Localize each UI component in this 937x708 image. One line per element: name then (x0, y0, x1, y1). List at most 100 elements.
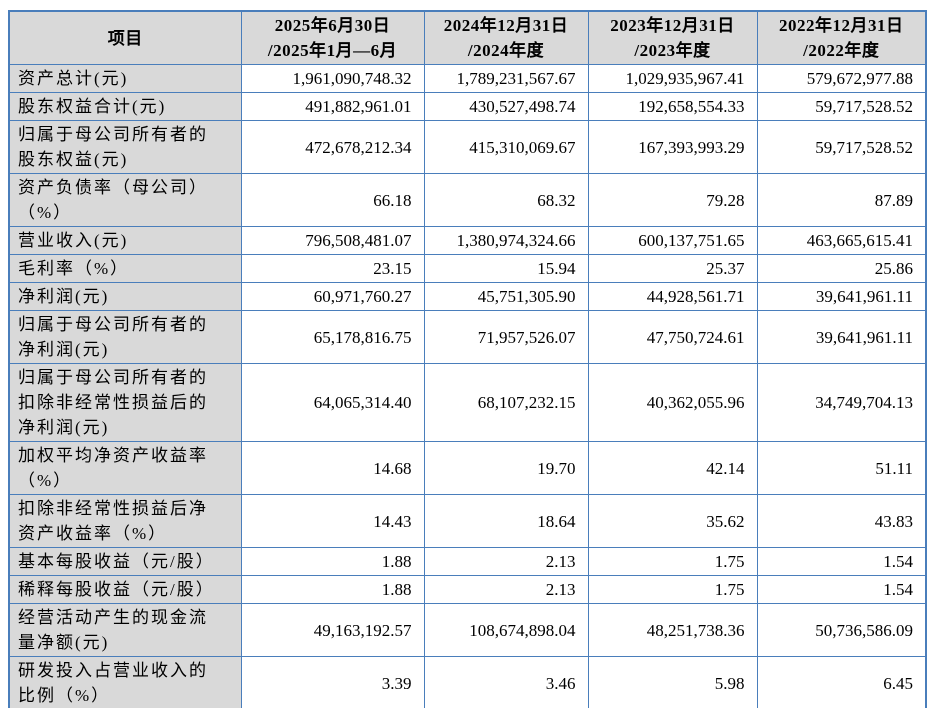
value-cell: 59,717,528.52 (756, 120, 927, 174)
value-cell: 42.14 (587, 441, 758, 495)
value-cell: 35.62 (587, 494, 758, 548)
value-cell: 415,310,069.67 (423, 120, 589, 174)
value-cell: 430,527,498.74 (423, 92, 589, 121)
value-cell: 472,678,212.34 (240, 120, 425, 174)
row-label: 资产负债率（母公司） （%） (8, 173, 242, 227)
row-label: 归属于母公司所有者的 股东权益(元) (8, 120, 242, 174)
table-row: 研发投入占营业收入的 比例（%） 3.39 3.46 5.98 6.45 (8, 656, 927, 708)
header-period-2022-span: /2022年度 (803, 41, 880, 60)
value-cell: 48,251,738.36 (587, 603, 758, 657)
value-cell: 108,674,898.04 (423, 603, 589, 657)
value-cell: 1,789,231,567.67 (423, 64, 589, 93)
row-label: 稀释每股收益（元/股） (8, 575, 242, 604)
value-cell: 65,178,816.75 (240, 310, 425, 364)
table-row: 稀释每股收益（元/股） 1.88 2.13 1.75 1.54 (8, 575, 927, 604)
header-period-2024-span: /2024年度 (467, 41, 545, 60)
value-cell: 25.37 (587, 254, 758, 283)
header-period-2023-span: /2023年度 (634, 41, 711, 60)
value-cell: 47,750,724.61 (587, 310, 758, 364)
table-row: 扣除非经常性损益后净 资产收益率（%） 14.43 18.64 35.62 43.83 (8, 494, 927, 548)
value-cell: 68.32 (423, 173, 589, 227)
value-cell: 14.68 (240, 441, 425, 495)
value-cell: 1.75 (587, 575, 758, 604)
value-cell: 463,665,615.41 (756, 226, 927, 255)
value-cell: 1.88 (240, 547, 425, 576)
value-cell: 60,971,760.27 (240, 282, 425, 311)
financial-summary-table: 项目 2025年6月30日 /2025年1月—6月 2024年12月31日 /2… (8, 10, 927, 708)
value-cell: 2.13 (423, 547, 589, 576)
value-cell: 1.75 (587, 547, 758, 576)
value-cell: 51.11 (756, 441, 927, 495)
header-period-2023: 2023年12月31日 /2023年度 (587, 10, 758, 65)
value-cell: 15.94 (423, 254, 589, 283)
value-cell: 39,641,961.11 (756, 310, 927, 364)
header-period-2023-date: 2023年12月31日 (610, 16, 735, 35)
value-cell: 66.18 (240, 173, 425, 227)
value-cell: 1.54 (756, 547, 927, 576)
value-cell: 1,380,974,324.66 (423, 226, 589, 255)
value-cell: 1,961,090,748.32 (240, 64, 425, 93)
value-cell: 18.64 (423, 494, 589, 548)
table-row: 资产总计(元) 1,961,090,748.32 1,789,231,567.67 1… (8, 64, 927, 93)
value-cell: 1.54 (756, 575, 927, 604)
value-cell: 192,658,554.33 (587, 92, 758, 121)
value-cell: 3.46 (423, 656, 589, 708)
table-row: 股东权益合计(元) 491,882,961.01 430,527,498.74 192… (8, 92, 927, 121)
value-cell: 49,163,192.57 (240, 603, 425, 657)
row-label: 归属于母公司所有者的 净利润(元) (8, 310, 242, 364)
row-label: 营业收入(元) (8, 226, 242, 255)
header-period-2025: 2025年6月30日 /2025年1月—6月 (240, 10, 425, 65)
row-label: 研发投入占营业收入的 比例（%） (8, 656, 242, 708)
header-period-2022-date: 2022年12月31日 (779, 16, 904, 35)
table-row: 毛利率（%） 23.15 15.94 25.37 25.86 (8, 254, 927, 283)
row-label: 归属于母公司所有者的 扣除非经常性损益后的 净利润(元) (8, 363, 242, 442)
header-period-2024-date: 2024年12月31日 (443, 16, 569, 35)
row-label: 经营活动产生的现金流 量净额(元) (8, 603, 242, 657)
value-cell: 6.45 (756, 656, 927, 708)
value-cell: 600,137,751.65 (587, 226, 758, 255)
value-cell: 71,957,526.07 (423, 310, 589, 364)
table-row: 营业收入(元) 796,508,481.07 1,380,974,324.66 600… (8, 226, 927, 255)
row-label: 基本每股收益（元/股） (8, 547, 242, 576)
table-row: 归属于母公司所有者的 股东权益(元) 472,678,212.34 415,310,… (8, 120, 927, 174)
value-cell: 3.39 (240, 656, 425, 708)
row-label: 资产总计(元) (8, 64, 242, 93)
value-cell: 50,736,586.09 (756, 603, 927, 657)
header-period-2024: 2024年12月31日 /2024年度 (423, 10, 589, 65)
table-row: 资产负债率（母公司） （%） 66.18 68.32 79.28 87.89 (8, 173, 927, 227)
value-cell: 1.88 (240, 575, 425, 604)
header-period-2025-span: /2025年1月—6月 (267, 41, 398, 60)
table-row: 归属于母公司所有者的 净利润(元) 65,178,816.75 71,957,526… (8, 310, 927, 364)
value-cell: 64,065,314.40 (240, 363, 425, 442)
value-cell: 87.89 (756, 173, 927, 227)
value-cell: 34,749,704.13 (756, 363, 927, 442)
value-cell: 5.98 (587, 656, 758, 708)
value-cell: 68,107,232.15 (423, 363, 589, 442)
table-row: 加权平均净资产收益率 （%） 14.68 19.70 42.14 51.11 (8, 441, 927, 495)
row-label: 加权平均净资产收益率 （%） (8, 441, 242, 495)
value-cell: 579,672,977.88 (756, 64, 927, 93)
value-cell: 40,362,055.96 (587, 363, 758, 442)
value-cell: 25.86 (756, 254, 927, 283)
value-cell: 23.15 (240, 254, 425, 283)
value-cell: 45,751,305.90 (423, 282, 589, 311)
header-period-2022: 2022年12月31日 /2022年度 (756, 10, 927, 65)
header-period-2025-date: 2025年6月30日 (274, 16, 391, 35)
value-cell: 39,641,961.11 (756, 282, 927, 311)
table-row: 净利润(元) 60,971,760.27 45,751,305.90 44,928,5… (8, 282, 927, 311)
value-cell: 2.13 (423, 575, 589, 604)
value-cell: 79.28 (587, 173, 758, 227)
value-cell: 44,928,561.71 (587, 282, 758, 311)
row-label: 净利润(元) (8, 282, 242, 311)
value-cell: 1,029,935,967.41 (587, 64, 758, 93)
table-row: 归属于母公司所有者的 扣除非经常性损益后的 净利润(元) 64,065,314.4… (8, 363, 927, 442)
value-cell: 796,508,481.07 (240, 226, 425, 255)
row-label: 股东权益合计(元) (8, 92, 242, 121)
table-row: 经营活动产生的现金流 量净额(元) 49,163,192.57 108,674,89… (8, 603, 927, 657)
table-row: 基本每股收益（元/股） 1.88 2.13 1.75 1.54 (8, 547, 927, 576)
header-row: 项目 2025年6月30日 /2025年1月—6月 2024年12月31日 /2… (8, 10, 927, 65)
value-cell: 167,393,993.29 (587, 120, 758, 174)
value-cell: 491,882,961.01 (240, 92, 425, 121)
row-label: 扣除非经常性损益后净 资产收益率（%） (8, 494, 242, 548)
